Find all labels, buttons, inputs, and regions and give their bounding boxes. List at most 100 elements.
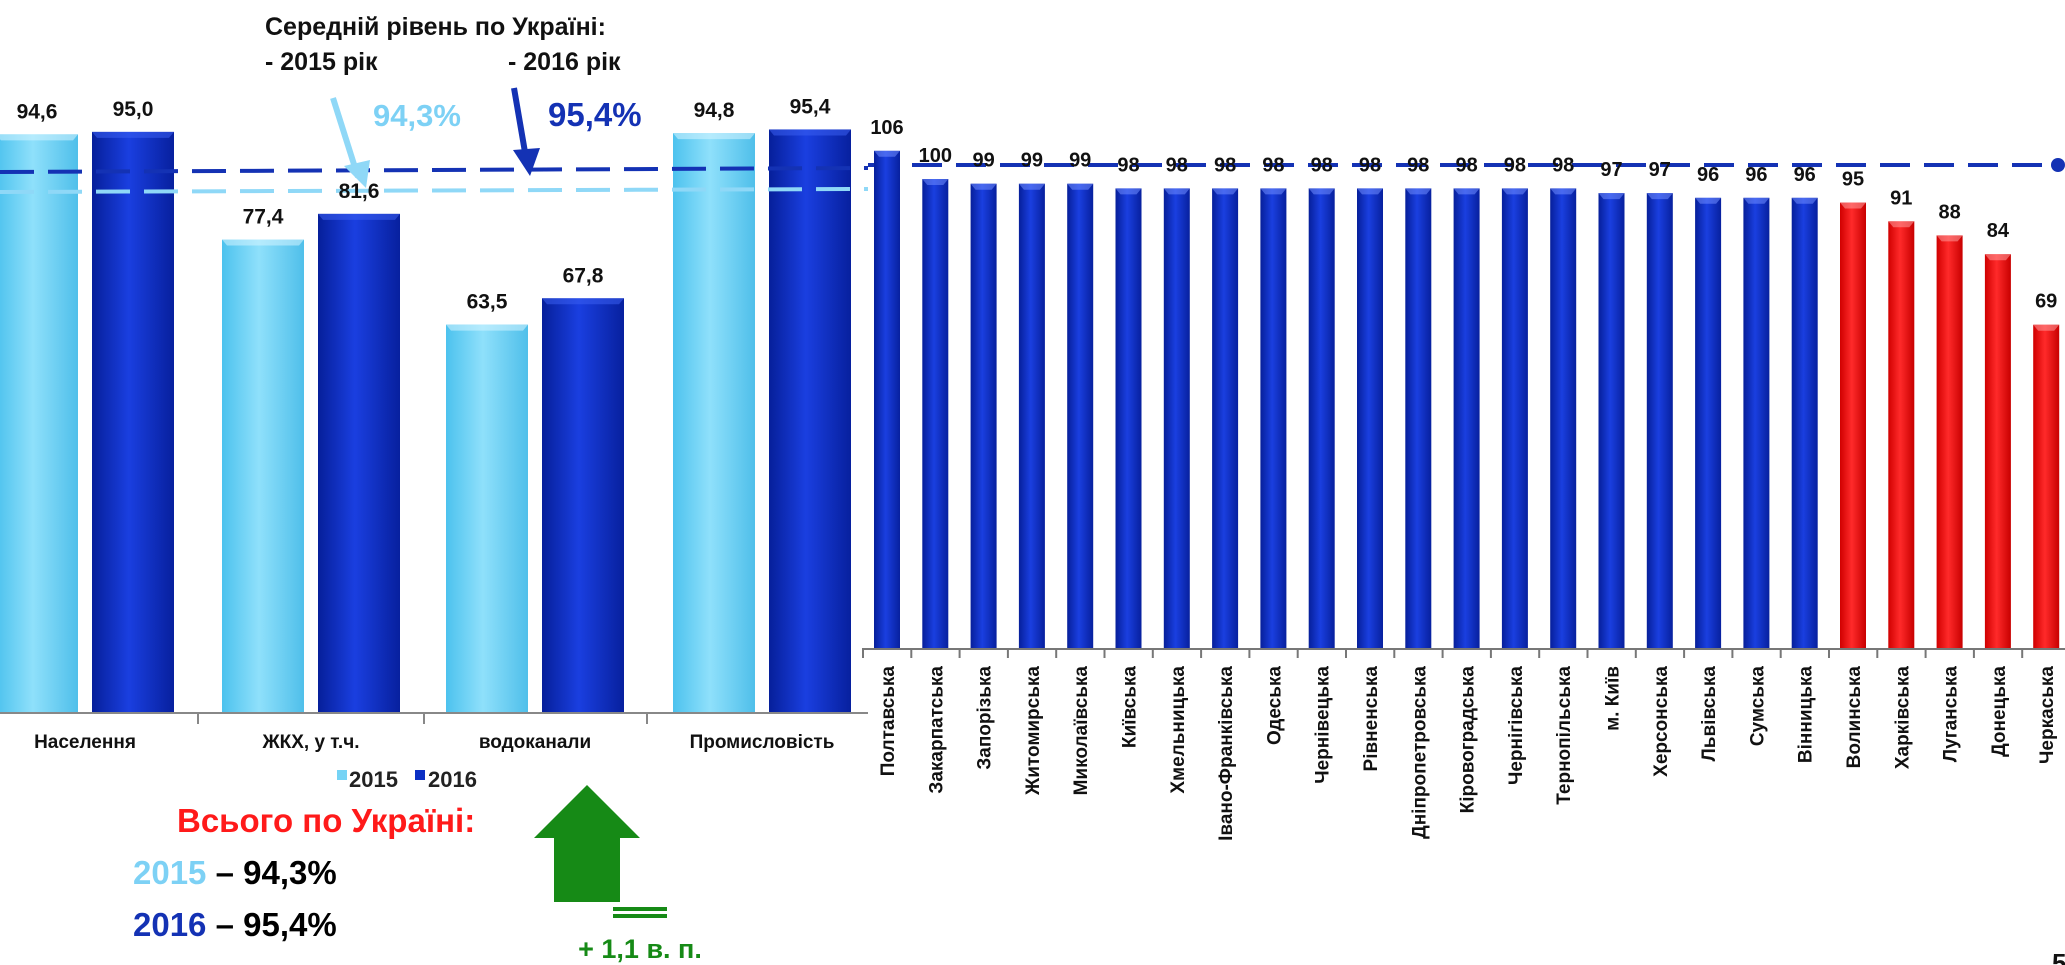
right-category-label-15: м. Київ xyxy=(1603,666,1624,731)
right-category-label-9: Чернівецька xyxy=(1313,666,1334,784)
right-bar-17 xyxy=(1695,197,1722,650)
right-value-label-0: 106 xyxy=(870,117,903,139)
right-value-label-15: 97 xyxy=(1600,159,1622,181)
right-value-label-8: 98 xyxy=(1262,154,1284,176)
right-bar-11-body xyxy=(1405,188,1432,649)
summary-block: Всього по Україні: 2015 – 94,3% 2016 – 9… xyxy=(133,802,475,943)
left-bar-2016-1-top-bevel xyxy=(318,213,400,220)
left-bar-2016-2-top-bevel xyxy=(542,298,624,305)
right-bar-2 xyxy=(970,183,997,649)
left-value-labels: 94,6 95,0 77,4 81,6 63,5 67,8 94,8 95,4 xyxy=(17,95,831,313)
right-value-label-17: 96 xyxy=(1697,164,1719,186)
right-bar-0-top-bevel xyxy=(874,150,900,157)
right-bar-14 xyxy=(1550,188,1577,649)
right-value-label-21: 91 xyxy=(1890,187,1912,209)
legend-swatch-2015 xyxy=(337,770,347,780)
summary-value-2016: – 95,4% xyxy=(206,906,336,943)
left-bar-2016-0-body xyxy=(92,131,174,713)
left-average-lines xyxy=(0,166,869,194)
right-bar-16-body xyxy=(1646,193,1673,649)
right-bar-22 xyxy=(1936,235,1963,649)
right-bar-10-top-bevel xyxy=(1357,188,1383,195)
right-chart: 106 100 99 99 99 98 98 98 98 98 98 98 98 98 98 97 97 96 96… xyxy=(862,117,2065,841)
right-category-label-14: Тернопільська xyxy=(1554,666,1575,805)
right-value-label-9: 98 xyxy=(1311,154,1333,176)
right-bar-10-body xyxy=(1357,188,1383,649)
right-bar-2-body xyxy=(970,183,997,649)
right-bar-19-body xyxy=(1791,197,1818,650)
summary-year-2015: 2015 xyxy=(133,854,206,891)
average-2016-value: 95,4% xyxy=(548,96,642,133)
left-bar-2015-2-top-bevel xyxy=(446,324,528,331)
right-category-label-1: Закарпатська xyxy=(926,666,947,794)
average-2015-label: - 2015 рік xyxy=(265,48,378,76)
left-bar-2016-3-top-bevel xyxy=(769,129,851,136)
right-category-label-8: Одеська xyxy=(1264,666,1285,745)
right-bar-15-body xyxy=(1598,193,1625,649)
right-bar-22-top-bevel xyxy=(1936,235,1963,242)
left-bar-2015-0-body xyxy=(0,134,78,714)
right-bar-18-body xyxy=(1743,197,1770,650)
right-bar-10 xyxy=(1357,188,1383,649)
right-bar-6-body xyxy=(1163,188,1190,649)
right-bar-16-top-bevel xyxy=(1646,193,1673,200)
right-bar-9-top-bevel xyxy=(1308,188,1335,195)
right-category-label-4: Миколаївська xyxy=(1071,666,1092,796)
right-bar-24-top-bevel xyxy=(2033,324,2060,331)
left-bar-2015-2-body xyxy=(446,324,528,713)
right-bar-23 xyxy=(1984,254,2011,649)
right-value-label-12: 98 xyxy=(1455,154,1477,176)
right-bar-4-top-bevel xyxy=(1067,183,1094,190)
right-category-label-20: Волинська xyxy=(1844,666,1865,769)
right-value-label-2: 99 xyxy=(972,150,994,172)
right-bar-19-top-bevel xyxy=(1791,197,1818,204)
right-bar-24 xyxy=(2033,324,2060,649)
right-category-labels: Полтавська Закарпатська Запорізька Житомирс… xyxy=(878,666,2058,841)
left-bar-2016-0-top-bevel xyxy=(92,131,174,138)
right-bar-12-top-bevel xyxy=(1453,188,1480,195)
right-category-label-18: Сумська xyxy=(1747,666,1768,747)
right-value-label-24: 69 xyxy=(2035,291,2057,313)
right-category-label-21: Харківська xyxy=(1892,666,1913,770)
right-bar-18-top-bevel xyxy=(1743,197,1770,204)
legend: 2015 2016 xyxy=(337,767,477,792)
right-category-label-24: Черкаська xyxy=(2037,666,2058,764)
right-value-label-16: 97 xyxy=(1649,159,1671,181)
right-value-label-18: 96 xyxy=(1745,164,1767,186)
legend-swatch-2016 xyxy=(415,770,425,780)
left-bar-2015-1-top-bevel xyxy=(222,239,304,246)
left-bar-2015-3-top-bevel xyxy=(673,133,755,140)
left-bar-2015-3 xyxy=(673,133,755,713)
right-bar-2-top-bevel xyxy=(970,183,997,190)
right-category-label-0: Полтавська xyxy=(878,666,899,777)
right-value-label-1: 100 xyxy=(919,145,952,167)
left-category-label-3: Промисловість xyxy=(690,732,835,753)
right-bar-13-top-bevel xyxy=(1501,188,1528,195)
right-bar-3 xyxy=(1018,183,1045,649)
left-bar-2016-0 xyxy=(92,131,174,713)
right-bar-7-top-bevel xyxy=(1212,188,1239,195)
right-value-label-10: 98 xyxy=(1359,154,1381,176)
arrow-2015 xyxy=(330,97,370,188)
left-bar-2016-1 xyxy=(318,213,400,714)
right-bar-6 xyxy=(1163,188,1190,649)
right-bar-8-top-bevel xyxy=(1260,188,1287,195)
right-bar-12-body xyxy=(1453,188,1480,649)
right-bar-1-body xyxy=(922,179,949,649)
right-bar-23-top-bevel xyxy=(1984,254,2011,261)
right-bar-9-body xyxy=(1308,188,1335,649)
right-value-label-14: 98 xyxy=(1552,154,1574,176)
left-bar-2015-0 xyxy=(0,134,78,714)
right-category-label-12: Кіровоградська xyxy=(1458,666,1479,814)
summary-line-2015: 2015 – 94,3% xyxy=(133,854,337,891)
right-value-label-7: 98 xyxy=(1214,154,1236,176)
left-bar-2015-1 xyxy=(222,239,304,714)
right-bar-7-body xyxy=(1212,188,1239,649)
right-bar-15-top-bevel xyxy=(1598,193,1625,200)
right-category-label-11: Дніпропетровська xyxy=(1409,666,1430,839)
left-value-label-2016-2: 67,8 xyxy=(563,264,604,287)
right-bar-17-body xyxy=(1695,197,1722,650)
summary-value-2015: – 94,3% xyxy=(206,854,336,891)
left-value-label-2016-1: 81,6 xyxy=(339,180,380,203)
left-bar-2015-3-body xyxy=(673,133,755,713)
